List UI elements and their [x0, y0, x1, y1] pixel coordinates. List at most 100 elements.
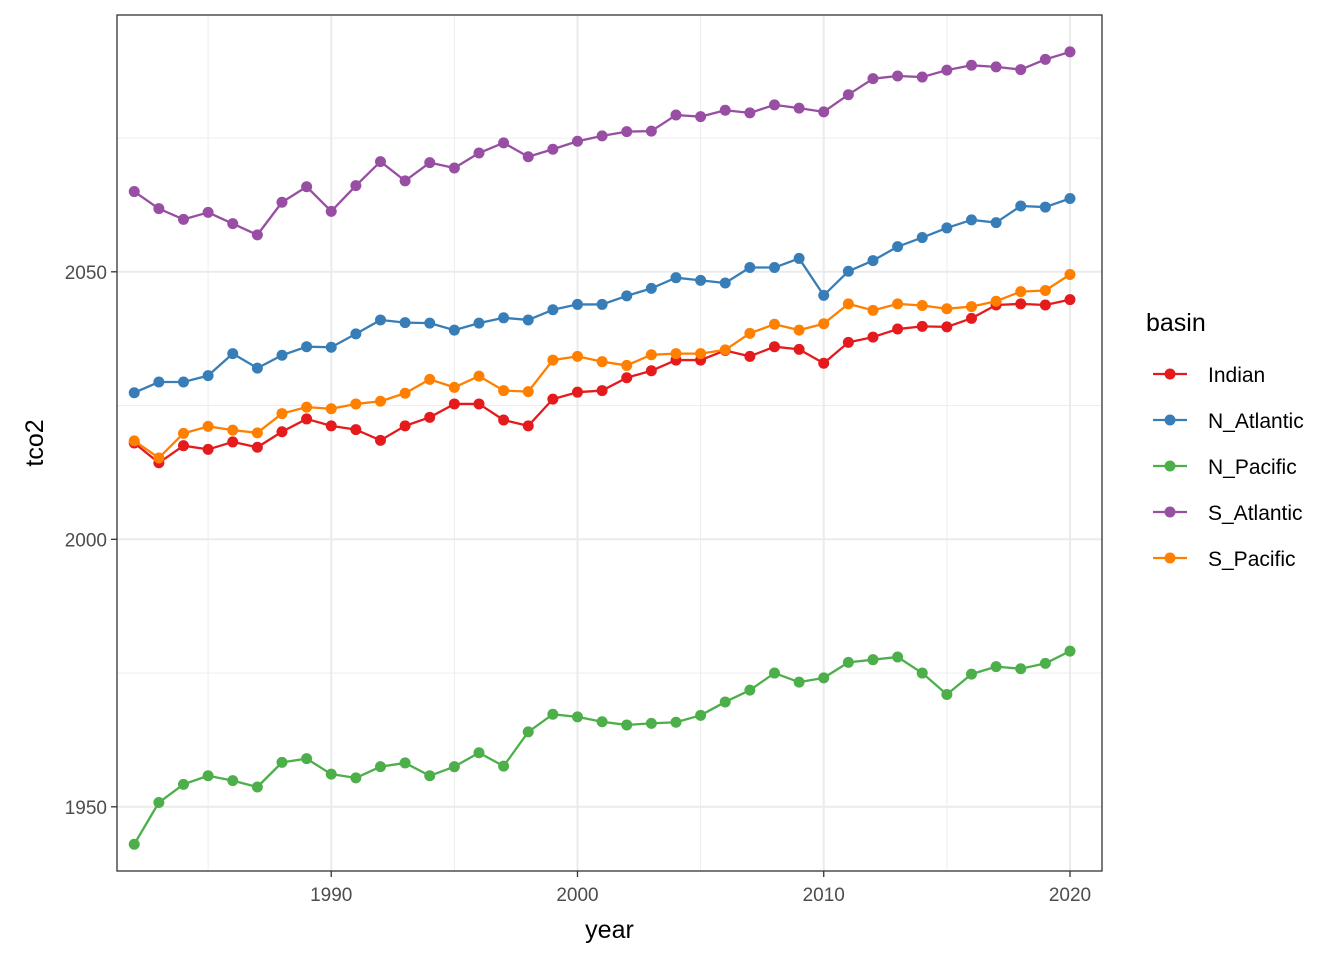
data-point-n-pacific	[350, 772, 362, 784]
series-layer	[128, 46, 1076, 850]
data-point-n-atlantic	[596, 298, 608, 310]
data-point-s-pacific	[1039, 285, 1051, 297]
data-point-indian	[916, 320, 928, 332]
data-point-s-pacific	[276, 408, 288, 420]
x-axis-title: year	[585, 916, 634, 944]
data-point-n-pacific	[818, 672, 830, 684]
data-point-s-pacific	[719, 344, 731, 356]
data-point-s-atlantic	[645, 125, 657, 137]
data-point-s-pacific	[916, 300, 928, 312]
data-point-n-atlantic	[301, 341, 313, 353]
y-axis-title: tco2	[21, 419, 49, 466]
data-point-n-atlantic	[916, 232, 928, 244]
data-point-indian	[448, 398, 460, 410]
data-point-s-pacific	[399, 387, 411, 399]
data-point-s-pacific	[621, 359, 633, 371]
plot-background	[117, 15, 1102, 871]
legend-key-point	[1164, 506, 1176, 518]
data-point-n-atlantic	[719, 277, 731, 289]
data-point-n-atlantic	[177, 376, 189, 388]
data-point-indian	[965, 312, 977, 324]
data-point-s-atlantic	[842, 89, 854, 101]
legend-item-n-pacific: N_Pacific	[1153, 456, 1297, 479]
data-point-s-pacific	[547, 354, 559, 366]
legend-item-s-atlantic: S_Atlantic	[1153, 502, 1303, 525]
data-point-s-atlantic	[128, 186, 140, 198]
data-point-s-pacific	[645, 349, 657, 361]
data-point-n-pacific	[325, 768, 337, 780]
legend-item-indian: Indian	[1153, 364, 1265, 387]
data-point-s-pacific	[522, 386, 534, 398]
x-tick-label: 2010	[803, 885, 845, 906]
data-point-s-atlantic	[227, 218, 239, 230]
data-point-n-pacific	[301, 753, 313, 765]
data-point-n-pacific	[1015, 663, 1027, 675]
data-point-n-pacific	[227, 775, 239, 787]
data-point-s-atlantic	[571, 135, 583, 147]
legend-label: Indian	[1208, 364, 1265, 387]
data-point-indian	[374, 434, 386, 446]
data-point-n-atlantic	[842, 265, 854, 277]
data-point-n-pacific	[498, 760, 510, 772]
data-point-n-atlantic	[892, 241, 904, 253]
legend: basin Indian N_Atlantic N_Pacific S_Atlanti…	[1146, 309, 1304, 571]
data-point-n-pacific	[744, 684, 756, 696]
data-point-indian	[522, 420, 534, 432]
data-point-s-atlantic	[399, 175, 411, 187]
data-point-s-pacific	[251, 427, 263, 439]
data-point-n-atlantic	[350, 328, 362, 340]
data-point-n-atlantic	[793, 252, 805, 264]
data-point-n-atlantic	[424, 317, 436, 329]
data-point-n-pacific	[473, 747, 485, 759]
data-point-s-atlantic	[818, 106, 830, 118]
data-point-indian	[571, 386, 583, 398]
series-indian	[128, 294, 1076, 469]
legend-item-s-pacific: S_Pacific	[1153, 548, 1296, 571]
data-point-n-pacific	[276, 756, 288, 768]
data-point-s-atlantic	[325, 205, 337, 217]
legend-label: S_Pacific	[1208, 548, 1296, 571]
data-point-s-atlantic	[547, 143, 559, 155]
data-point-s-pacific	[695, 348, 707, 360]
data-point-s-atlantic	[251, 229, 263, 241]
data-point-s-atlantic	[596, 130, 608, 142]
series-n-pacific	[128, 645, 1076, 850]
data-point-s-atlantic	[670, 109, 682, 121]
data-point-n-pacific	[1064, 645, 1076, 657]
series-n-atlantic	[128, 193, 1076, 399]
data-point-s-atlantic	[768, 99, 780, 111]
data-point-s-pacific	[744, 327, 756, 339]
data-point-s-pacific	[325, 403, 337, 415]
data-point-n-pacific	[202, 770, 214, 782]
data-point-s-atlantic	[621, 126, 633, 138]
data-point-indian	[1015, 298, 1027, 310]
data-point-s-atlantic	[867, 73, 879, 85]
data-point-indian	[596, 385, 608, 397]
data-point-n-atlantic	[473, 317, 485, 329]
data-point-indian	[793, 343, 805, 355]
data-point-indian	[547, 393, 559, 405]
data-point-s-atlantic	[424, 157, 436, 169]
y-tick-label: 2050	[65, 263, 107, 284]
data-point-s-pacific	[941, 303, 953, 315]
data-point-indian	[473, 398, 485, 410]
data-point-indian	[621, 372, 633, 384]
data-point-n-pacific	[374, 761, 386, 773]
data-point-n-atlantic	[448, 324, 460, 336]
data-point-n-atlantic	[818, 289, 830, 301]
x-tick-label: 2000	[556, 885, 598, 906]
data-point-s-atlantic	[177, 213, 189, 225]
data-point-n-atlantic	[153, 376, 165, 388]
data-point-indian	[399, 420, 411, 432]
data-point-indian	[498, 414, 510, 426]
data-point-n-pacific	[1039, 657, 1051, 669]
data-point-n-pacific	[719, 696, 731, 708]
data-point-s-atlantic	[793, 102, 805, 114]
data-point-s-pacific	[596, 356, 608, 368]
data-point-s-atlantic	[473, 147, 485, 159]
data-point-n-atlantic	[251, 362, 263, 374]
data-point-n-pacific	[941, 688, 953, 700]
data-point-s-pacific	[448, 381, 460, 393]
data-point-s-pacific	[768, 318, 780, 330]
data-point-s-atlantic	[301, 181, 313, 193]
